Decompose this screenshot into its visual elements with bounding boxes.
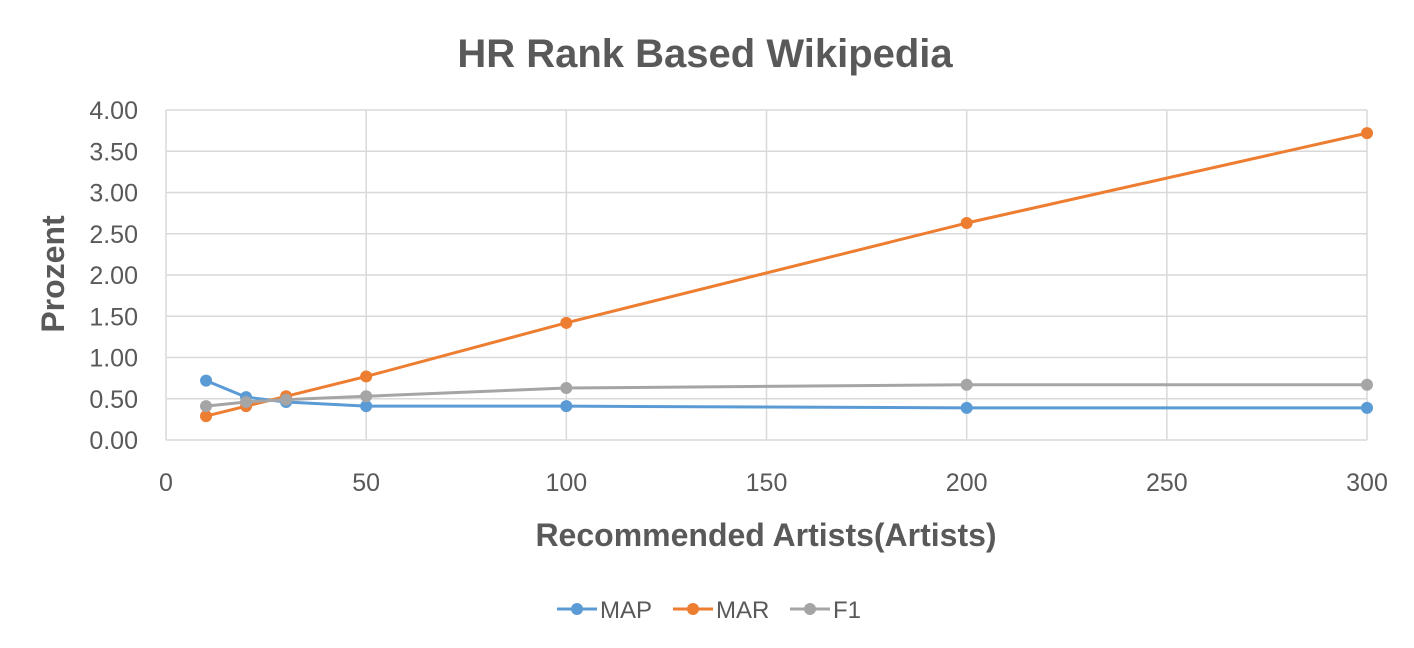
data-point-f1 (1361, 378, 1373, 391)
data-point-map (1361, 401, 1373, 414)
y-tick-label: 2.00 (89, 262, 138, 290)
legend-swatch-marker (804, 603, 816, 615)
y-axis-title: Prozent (35, 215, 71, 333)
legend-swatch-marker (687, 603, 699, 615)
x-tick-label: 0 (159, 469, 173, 497)
grid-lines (165, 109, 1368, 441)
legend-item-f1: F1 (790, 597, 861, 624)
y-tick-label: 0.00 (89, 427, 138, 455)
x-tick-label: 50 (352, 469, 380, 497)
y-tick-label: 3.50 (89, 138, 138, 166)
x-tick-label: 250 (1146, 469, 1188, 497)
data-point-map (960, 401, 973, 414)
legend-label: MAR (716, 597, 769, 624)
data-point-f1 (200, 400, 213, 413)
data-point-f1 (280, 393, 293, 406)
y-tick-label: 3.00 (89, 180, 138, 208)
legend-swatch-marker (571, 603, 583, 615)
legend-item-mar: MAR (673, 597, 769, 624)
legend-label: F1 (833, 597, 861, 624)
data-point-map (200, 374, 213, 387)
chart-title: HR Rank Based Wikipedia (457, 32, 953, 76)
x-tick-label: 100 (545, 469, 587, 497)
data-point-mar (360, 370, 373, 383)
data-point-mar (960, 217, 973, 230)
data-point-map (560, 400, 573, 413)
data-point-mar (200, 410, 213, 423)
x-tick-label: 300 (1346, 469, 1388, 497)
data-point-f1 (560, 382, 573, 395)
data-point-f1 (360, 390, 373, 403)
x-tick-label: 150 (746, 469, 788, 497)
y-axis-ticks: 0.00 0.50 1.00 1.50 2.00 2.50 3.00 3.50 4.00 (89, 97, 138, 455)
x-axis-title: Recommended Artists(Artists) (535, 517, 996, 553)
y-tick-label: 0.50 (89, 386, 138, 414)
data-point-mar (560, 316, 573, 329)
legend: MAP MAR F1 (557, 597, 861, 624)
data-point-f1 (960, 378, 973, 391)
x-tick-label: 200 (946, 469, 988, 497)
legend-label: MAP (600, 597, 652, 624)
y-tick-label: 4.00 (89, 97, 138, 125)
legend-item-map: MAP (557, 597, 652, 624)
y-tick-label: 1.50 (89, 303, 138, 331)
data-point-mar (1361, 127, 1373, 140)
data-point-f1 (240, 396, 253, 409)
series-group (200, 127, 1373, 423)
x-axis-ticks: 0 50 100 150 200 250 300 (159, 469, 1388, 497)
y-tick-label: 2.50 (89, 221, 138, 249)
data-point-map (360, 400, 373, 413)
series-f1 (200, 378, 1373, 413)
y-tick-label: 1.00 (89, 345, 138, 373)
